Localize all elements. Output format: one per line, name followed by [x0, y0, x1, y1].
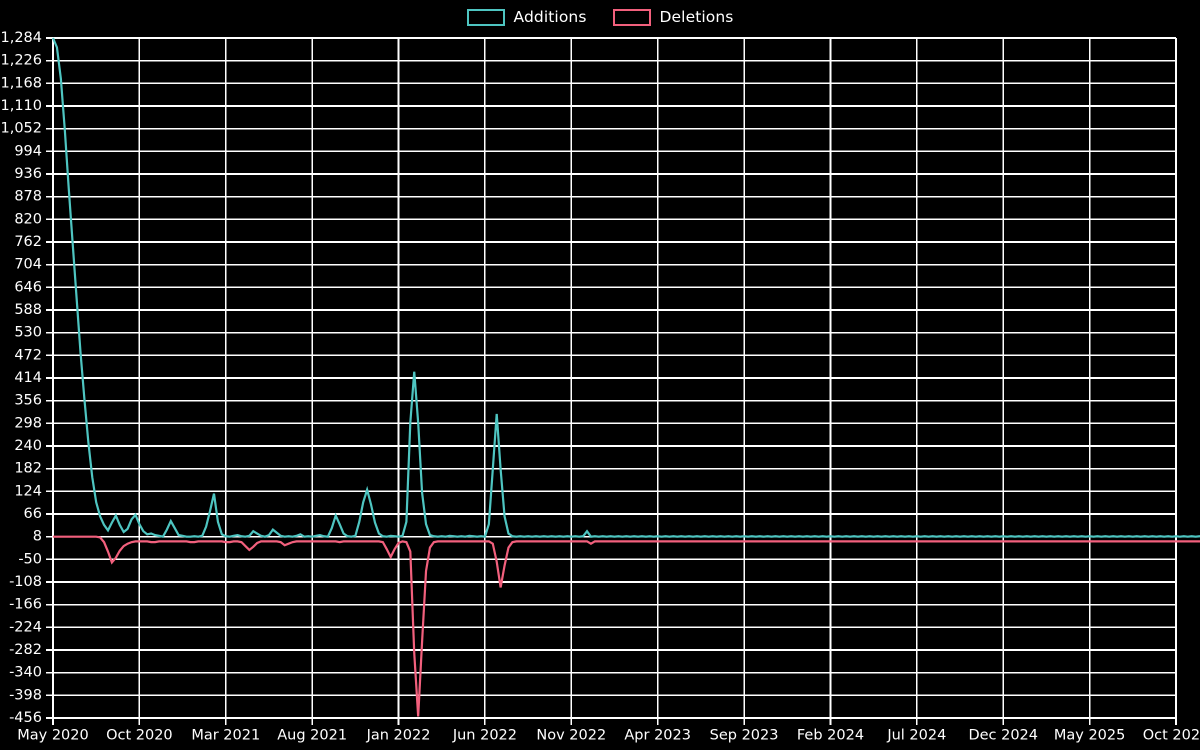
y-tick-label: -398	[9, 687, 42, 703]
y-axis-labels: 1,284 1,226 1,168 1,110 1,052 994 936 878 820 762…	[0, 30, 42, 726]
x-tick-label: Feb 2024	[797, 728, 864, 744]
y-tick-label: 182	[14, 461, 42, 477]
y-tick-label: 820	[14, 211, 42, 227]
series-line-additions	[51, 37, 1200, 538]
x-tick-label: Jan 2022	[366, 728, 431, 744]
y-tick-label: 298	[14, 415, 42, 431]
x-tick-label: Dec 2024	[968, 728, 1038, 744]
y-tick-label: 878	[14, 189, 42, 205]
y-tick-label: 704	[14, 257, 42, 273]
y-tick-label: -340	[9, 665, 42, 681]
y-tick-label: 530	[14, 325, 42, 341]
x-tick-label: Mar 2021	[191, 728, 260, 744]
y-tick-label: 936	[14, 166, 42, 182]
y-tick-label: 994	[14, 143, 42, 159]
y-tick-label: 588	[14, 302, 42, 318]
y-tick-label: 1,284	[0, 30, 42, 46]
y-tick-label: 356	[14, 393, 42, 409]
y-tick-label: -456	[9, 710, 42, 726]
x-tick-label: Apr 2023	[624, 728, 691, 744]
y-tick-label: 240	[14, 438, 42, 454]
y-tick-label: 762	[14, 234, 42, 250]
y-tick-label: -282	[9, 642, 42, 658]
y-tick-label: -166	[9, 597, 42, 613]
x-tick-label: May 2025	[1054, 728, 1126, 744]
y-tick-label: -50	[18, 551, 42, 567]
series-line-deletions	[53, 535, 1200, 717]
x-tick-label: Jul 2024	[886, 728, 946, 744]
y-tick-label: 472	[14, 347, 42, 363]
y-tick-label: 1,168	[0, 75, 42, 91]
x-axis-labels: May 2020 Oct 2020 Mar 2021 Aug 2021 Jan 2022…	[17, 728, 1200, 744]
series-lines	[51, 37, 1200, 717]
y-tick-label: 1,226	[0, 53, 42, 69]
y-tick-label: 8	[33, 529, 42, 545]
y-tick-label: -224	[9, 619, 42, 635]
x-tick-label: Oct 2020	[106, 728, 173, 744]
gridlines	[52, 37, 1177, 719]
tickmarks	[46, 37, 1177, 725]
x-tick-label: Jun 2022	[452, 728, 517, 744]
x-tick-label: Nov 2022	[536, 728, 606, 744]
y-tick-label: 124	[14, 483, 42, 499]
y-tick-label: 414	[14, 370, 42, 386]
x-tick-label: Aug 2021	[277, 728, 347, 744]
y-tick-label: 646	[14, 279, 42, 295]
x-tick-label: Oct 2025	[1143, 728, 1200, 744]
y-tick-label: 1,110	[0, 98, 42, 114]
x-tick-label: Sep 2023	[710, 728, 779, 744]
y-tick-label: 1,052	[0, 121, 42, 137]
y-tick-label: 66	[24, 506, 42, 522]
x-tick-label: May 2020	[17, 728, 89, 744]
y-tick-label: -108	[9, 574, 42, 590]
